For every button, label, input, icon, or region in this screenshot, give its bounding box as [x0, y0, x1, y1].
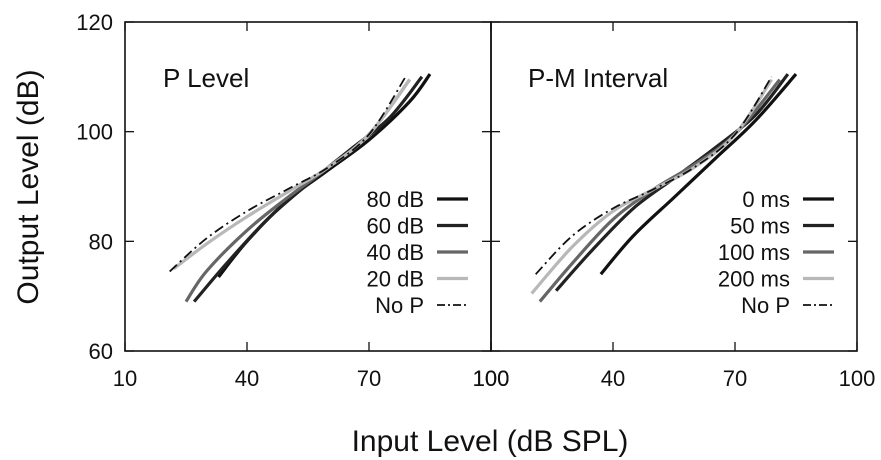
legend-label: 50 ms	[730, 214, 790, 239]
y-tick-label: 80	[89, 229, 113, 254]
x-tick-label: 100	[473, 366, 510, 391]
x-tick-label: 10	[113, 366, 137, 391]
y-tick-label: 60	[89, 339, 113, 364]
legend-label: No P	[375, 293, 424, 318]
y-tick-label: 120	[76, 10, 113, 35]
legend-label: 40 dB	[367, 240, 425, 265]
panel-title: P Level	[163, 63, 249, 93]
x-tick-label: 100	[473, 366, 510, 391]
legend-label: 100 ms	[718, 240, 790, 265]
plot-frame	[490, 21, 858, 352]
legend-label: No P	[741, 293, 790, 318]
legend-label: 200 ms	[718, 267, 790, 292]
legend-label: 20 dB	[367, 267, 425, 292]
legend-label: 60 dB	[367, 214, 425, 239]
x-tick-label: 40	[601, 366, 625, 391]
series-line-0-ms	[599, 73, 798, 276]
x-tick-label: 40	[235, 366, 259, 391]
series-line-no-p	[535, 76, 773, 275]
x-tick-label: 70	[723, 366, 747, 391]
legend-label: 0 ms	[742, 187, 790, 212]
x-tick-label: 100	[839, 366, 876, 391]
y-axis-label: Output Level (dB)	[12, 69, 45, 304]
panel-title: P-M Interval	[528, 63, 668, 93]
x-tick-label: 70	[357, 366, 381, 391]
x-axis-label: Input Level (dB SPL)	[352, 425, 629, 458]
y-tick-label: 100	[76, 120, 113, 145]
legend-label: 80 dB	[367, 187, 425, 212]
series-line-no-p	[169, 76, 407, 273]
